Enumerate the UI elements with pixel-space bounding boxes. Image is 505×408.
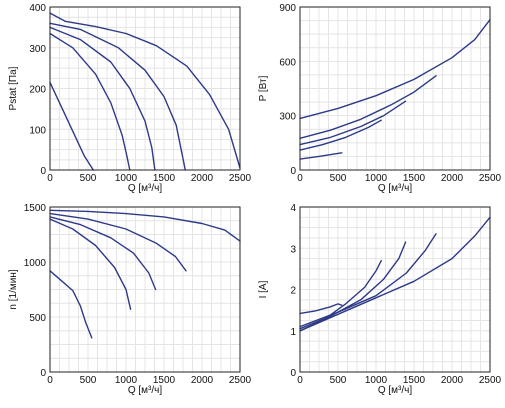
series-line-1: [49, 81, 94, 171]
series-line-1: [299, 303, 343, 315]
y-tick-label: 600: [279, 57, 296, 68]
x-tick-label: 2500: [479, 173, 502, 184]
x-tick-label: 1000: [115, 173, 138, 184]
series-line-3: [299, 100, 407, 146]
x-tick-label: 2500: [479, 375, 502, 386]
series-line-5: [49, 12, 241, 169]
y-tick-label: 0: [40, 166, 46, 177]
x-axis-label: Q [м³/ч]: [128, 183, 163, 194]
x-tick-label: 1500: [403, 173, 426, 184]
y-tick-label: 400: [29, 3, 46, 14]
x-tick-label: 2500: [229, 173, 252, 184]
x-tick-label: 500: [80, 375, 97, 386]
x-tick-label: 500: [330, 375, 347, 386]
series-line-3: [49, 216, 157, 291]
series-line-3: [299, 241, 407, 330]
y-tick-label: 4: [290, 203, 296, 214]
plot-frame: [49, 6, 241, 171]
y-tick-label: 3: [290, 244, 296, 255]
y-axis-label: n [1/мин]: [8, 269, 19, 309]
series-line-2: [49, 32, 131, 171]
y-tick-label: 300: [279, 112, 296, 123]
y-tick-label: 500: [29, 313, 46, 324]
plot-frame: [49, 206, 241, 373]
x-tick-label: 0: [297, 173, 303, 184]
series-line-4: [49, 22, 186, 171]
y-tick-label: 1500: [24, 203, 47, 214]
chart-2: 0 500 1000 1500 2000 2500 0 300 600 900 Q [м³/ч] P …: [258, 3, 502, 194]
y-tick-label: 100: [29, 125, 46, 136]
series-line-2: [299, 119, 382, 151]
x-tick-label: 2000: [441, 173, 464, 184]
series-line-5: [299, 19, 491, 120]
y-tick-label: 2: [290, 286, 296, 297]
series-line-5: [49, 209, 241, 242]
y-tick-label: 1000: [24, 258, 47, 269]
y-tick-label: 900: [279, 3, 296, 14]
x-tick-label: 1500: [153, 173, 176, 184]
x-tick-label: 1000: [365, 173, 388, 184]
chart-4: 0 500 1000 1500 2000 2500 0 1 2 3 4 Q [м³/ч] I [A]: [258, 203, 502, 396]
series-line-3: [49, 26, 156, 171]
x-tick-label: 500: [330, 173, 347, 184]
x-tick-label: 2500: [229, 375, 252, 386]
x-tick-label: 0: [297, 375, 303, 386]
x-tick-label: 2000: [191, 173, 214, 184]
series-line-4: [49, 212, 187, 272]
series-line-2: [49, 218, 132, 310]
x-tick-label: 2000: [441, 375, 464, 386]
series-line-5: [299, 216, 491, 332]
y-tick-label: 300: [29, 44, 46, 55]
x-tick-label: 500: [80, 173, 97, 184]
x-tick-label: 0: [47, 375, 53, 386]
y-tick-label: 200: [29, 85, 46, 96]
plot-frame: [299, 206, 491, 373]
y-axis-label: P [Вт]: [258, 75, 269, 101]
x-tick-label: 1500: [153, 375, 176, 386]
series-line-1: [49, 270, 93, 339]
y-tick-label: 0: [290, 166, 296, 177]
y-tick-label: 0: [40, 368, 46, 379]
x-tick-label: 1500: [403, 375, 426, 386]
plot-frame: [299, 6, 491, 171]
x-axis-label: Q [м³/ч]: [378, 385, 413, 396]
x-axis-label: Q [м³/ч]: [378, 183, 413, 194]
y-tick-label: 0: [290, 368, 296, 379]
x-tick-label: 0: [47, 173, 53, 184]
y-axis-label: I [A]: [258, 280, 269, 298]
x-tick-label: 1000: [115, 375, 138, 386]
x-tick-label: 2000: [191, 375, 214, 386]
series-line-1: [299, 152, 343, 160]
series-line-4: [299, 233, 437, 328]
x-tick-label: 1000: [365, 375, 388, 386]
y-axis-label: Pstat [Па]: [8, 66, 19, 110]
series-line-4: [299, 75, 437, 139]
y-tick-label: 1: [290, 327, 296, 338]
chart-1: 0 500 1000 1500 2000 2500 0 100 200 300 400 Q [м³/ч…: [8, 3, 252, 194]
x-axis-label: Q [м³/ч]: [128, 385, 163, 396]
